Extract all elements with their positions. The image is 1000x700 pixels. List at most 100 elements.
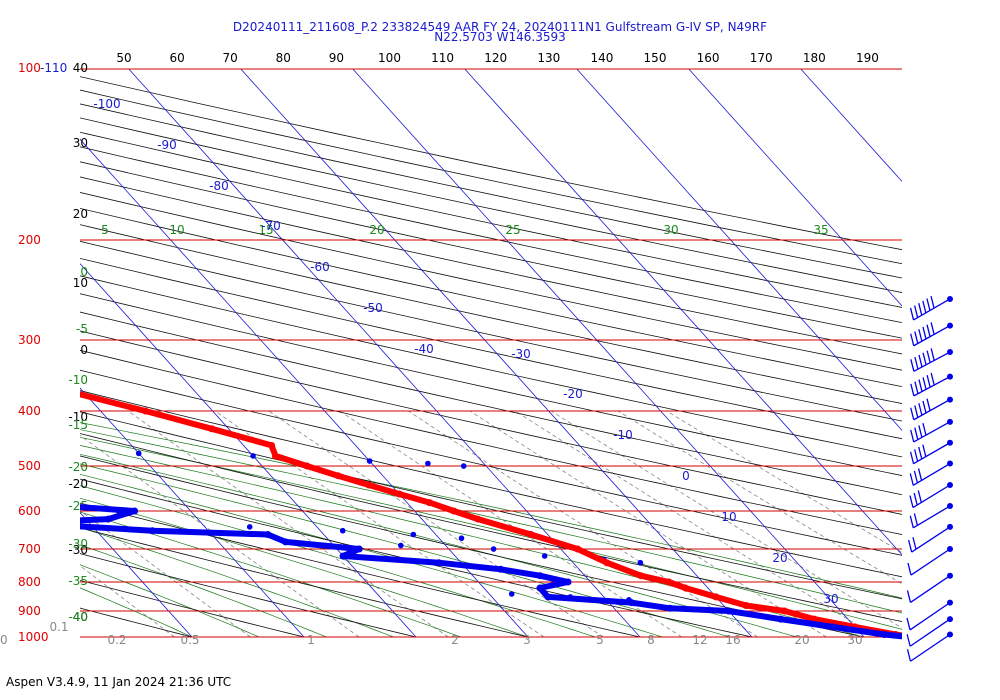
- temperature-point: [911, 634, 918, 641]
- wind-barb-shaft: [910, 633, 951, 662]
- height-label: 10: [73, 276, 88, 290]
- isotherm-line: [80, 387, 305, 638]
- dry-adiabat: [80, 146, 902, 324]
- wind-barb-feather: [930, 322, 935, 335]
- moist-adiabat: [80, 436, 902, 630]
- wind-barb-feather: [918, 329, 923, 342]
- pressure-label: 400: [18, 404, 41, 418]
- wind-barb-shaft: [913, 325, 951, 347]
- dewpoint-point: [564, 578, 572, 586]
- moist-adiabat: [80, 422, 902, 599]
- wind-barb-feather: [914, 331, 919, 344]
- top-scale-label: 110: [431, 51, 454, 65]
- wind-barb: [910, 322, 953, 347]
- pressure-label: 1000: [18, 630, 49, 644]
- moist-adiabat: [80, 463, 730, 638]
- dry-adiabat: [80, 240, 902, 422]
- wind-barb: [906, 572, 953, 603]
- temperature-point: [268, 441, 276, 449]
- dewpoint-scatter-point: [458, 535, 465, 542]
- wind-barb-feather: [910, 407, 915, 420]
- mixing-ratio-label: 1: [307, 633, 315, 647]
- moist-adiabat-label: 10: [169, 223, 184, 237]
- pressure-label: 900: [18, 604, 41, 618]
- temperature-point: [574, 545, 582, 553]
- wind-barb-feather: [918, 425, 923, 438]
- dry-adiabat: [80, 89, 902, 265]
- wind-barb-feather: [912, 537, 917, 550]
- wind-barb-feather: [926, 350, 931, 363]
- wind-barb: [910, 372, 953, 397]
- top-scale-label: 90: [329, 51, 344, 65]
- temperature-point: [637, 572, 645, 580]
- isotherm-label: 10: [721, 510, 736, 524]
- moist-adiabat: [80, 587, 193, 638]
- pressure-label: 100: [18, 61, 41, 75]
- mixing-ratio-label: 12: [692, 633, 707, 647]
- wind-barb: [907, 546, 953, 576]
- temperature-point: [450, 507, 458, 515]
- wind-barb: [909, 481, 953, 509]
- wind-barb: [909, 503, 953, 529]
- wind-barb-feather: [926, 298, 931, 311]
- top-scale-label: 150: [644, 51, 667, 65]
- dewpoint-scatter-point: [135, 450, 142, 457]
- dry-adiabat: [80, 224, 902, 405]
- mixing-ratio-label: 0.5: [180, 633, 199, 647]
- wind-barb-shaft: [912, 462, 951, 486]
- chart-title: D20240111_211608_P.2 233824549 AAR FY 24…: [232, 20, 768, 34]
- wind-barb-feather: [914, 381, 919, 394]
- wind-barb-feather: [909, 307, 915, 321]
- dry-adiabat: [80, 311, 902, 496]
- dewpoint-scatter-point: [22, 448, 28, 454]
- dewpoint-point: [777, 615, 785, 623]
- mixing-ratio-label: 40: [0, 633, 8, 647]
- isotherm-line: [80, 263, 417, 638]
- mixing-ratio-label: 0.1: [49, 620, 68, 634]
- isotherm-line: [128, 68, 641, 638]
- top-scale-label: 180: [803, 51, 826, 65]
- isotherm-line: [352, 68, 865, 638]
- height-label: -10: [68, 410, 88, 424]
- dewpoint-point: [880, 631, 888, 639]
- wind-barb-feather: [917, 468, 923, 481]
- temperature-point: [40, 381, 47, 388]
- wind-barb-feather: [906, 590, 912, 603]
- wind-barb-feather: [913, 305, 919, 318]
- wind-barb: [910, 348, 953, 372]
- dry-adiabat: [80, 161, 902, 339]
- dewpoint-point: [497, 565, 505, 573]
- wind-barb-feather: [914, 356, 919, 370]
- isotherm-label: -100: [93, 97, 120, 111]
- dewpoint-scatter-point: [366, 458, 373, 464]
- wind-barb-feather: [909, 451, 915, 464]
- dewpoint-point: [536, 572, 544, 580]
- mixing-ratio-line: [268, 410, 604, 638]
- dry-adiabat: [80, 579, 305, 638]
- mixing-ratio-label: 5: [596, 633, 604, 647]
- wind-barb-feather: [909, 473, 914, 486]
- wind-barb-feather: [926, 375, 931, 388]
- dewpoint-point: [725, 607, 733, 615]
- wind-barb-feather: [908, 539, 913, 553]
- dewpoint-scatter-point: [508, 591, 515, 597]
- wind-barb-feather: [909, 495, 914, 508]
- adiabat-label: 0: [80, 265, 88, 279]
- wind-barb-feather: [930, 295, 935, 309]
- pressure-label: 500: [18, 459, 41, 473]
- height-label: -40: [68, 610, 88, 624]
- wind-barb-feather: [922, 300, 927, 314]
- dry-adiabat: [80, 176, 902, 355]
- wind-barb-feather: [922, 377, 927, 390]
- wind-barb-feather: [917, 490, 922, 503]
- wind-barb-feather: [918, 303, 923, 316]
- temperature-profile: [80, 391, 902, 639]
- wind-barb-shaft: [913, 442, 951, 465]
- footer-version: Aspen V3.4.9, 11 Jan 2024 21:36 UTC: [6, 675, 232, 689]
- isotherm-line: [576, 68, 902, 431]
- wind-barb: [906, 631, 953, 662]
- chart-subtitle: N22.5703 W146.3593: [434, 30, 566, 44]
- wind-barb-shaft: [913, 351, 951, 372]
- top-scale-label: 160: [697, 51, 720, 65]
- dry-adiabat: [80, 330, 902, 515]
